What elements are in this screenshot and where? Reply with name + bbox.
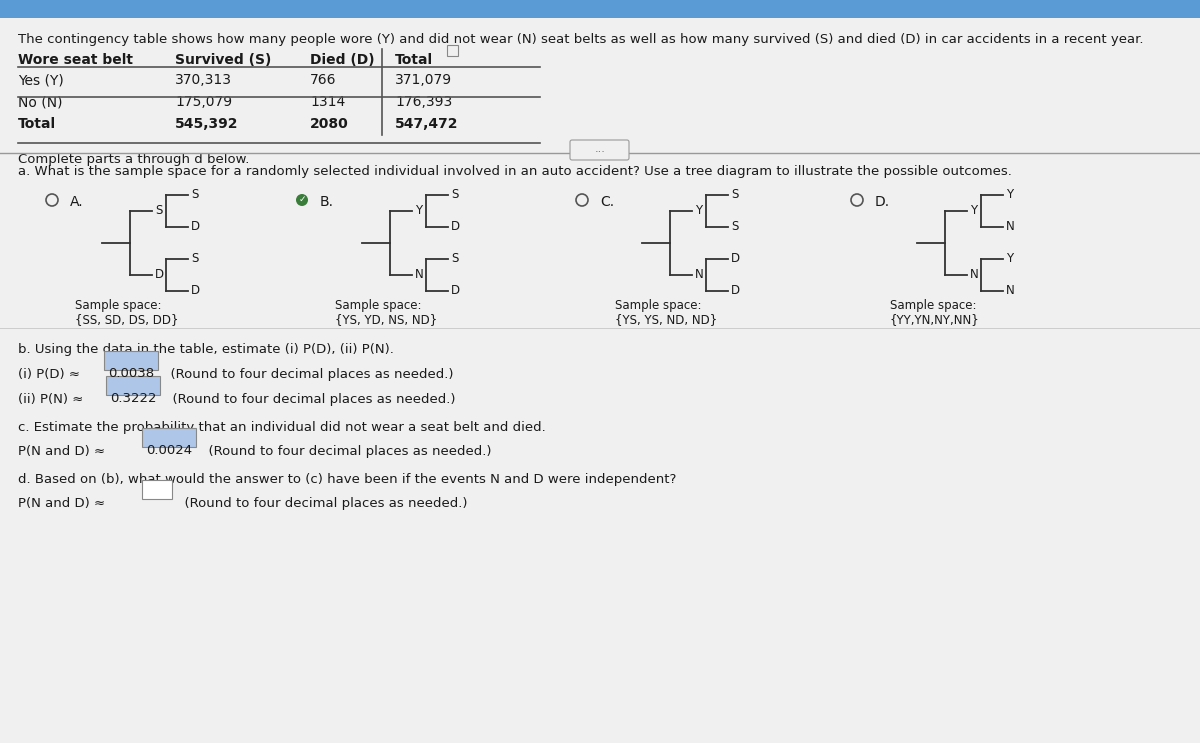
Text: P(N and D) ≈: P(N and D) ≈ [18, 497, 109, 510]
Text: Wore seat belt: Wore seat belt [18, 53, 133, 67]
Text: S: S [451, 253, 458, 265]
Bar [0, 0, 1200, 18]
Text: c. Estimate the probability that an individual did not wear a seat belt and died: c. Estimate the probability that an indi… [18, 421, 546, 434]
Text: 2080: 2080 [310, 117, 349, 131]
Text: D: D [731, 253, 740, 265]
Text: 0.0024: 0.0024 [146, 444, 192, 457]
Text: Y: Y [695, 204, 702, 218]
Text: Total: Total [18, 117, 56, 131]
Text: {SS, SD, DS, DD}: {SS, SD, DS, DD} [74, 313, 179, 326]
Text: Y: Y [970, 204, 977, 218]
Text: N: N [695, 268, 703, 282]
FancyBboxPatch shape [446, 45, 457, 56]
Text: Y: Y [415, 204, 422, 218]
Text: Complete parts a through d below.: Complete parts a through d below. [18, 153, 250, 166]
Text: Sample space:: Sample space: [616, 299, 702, 312]
Text: (Round to four decimal places as needed.): (Round to four decimal places as needed.… [162, 368, 454, 381]
Text: D: D [731, 285, 740, 297]
Text: N: N [970, 268, 979, 282]
Text: No (N): No (N) [18, 95, 62, 109]
Text: Y: Y [1006, 253, 1013, 265]
Text: ...: ... [594, 144, 606, 154]
Text: N: N [1006, 285, 1015, 297]
Circle shape [296, 194, 308, 206]
Text: (i) P(D) ≈: (i) P(D) ≈ [18, 368, 84, 381]
Text: 176,393: 176,393 [395, 95, 452, 109]
Text: Sample space:: Sample space: [74, 299, 162, 312]
FancyBboxPatch shape [104, 351, 158, 370]
Text: A.: A. [70, 195, 84, 209]
Text: (ii) P(N) ≈: (ii) P(N) ≈ [18, 393, 88, 406]
FancyBboxPatch shape [106, 376, 160, 395]
Text: N: N [415, 268, 424, 282]
Text: ✓: ✓ [299, 195, 306, 204]
Text: (Round to four decimal places as needed.): (Round to four decimal places as needed.… [164, 393, 456, 406]
Text: The contingency table shows how many people wore (Y) and did not wear (N) seat b: The contingency table shows how many peo… [18, 33, 1144, 46]
Text: D: D [155, 268, 164, 282]
Text: b. Using the data in the table, estimate (i) P(D), (ii) P(N).: b. Using the data in the table, estimate… [18, 343, 394, 356]
Text: (Round to four decimal places as needed.): (Round to four decimal places as needed.… [176, 497, 468, 510]
Text: 1314: 1314 [310, 95, 346, 109]
Text: Died (D): Died (D) [310, 53, 374, 67]
Text: 0.3222: 0.3222 [109, 392, 156, 405]
Text: D.: D. [875, 195, 890, 209]
Text: D: D [451, 285, 460, 297]
FancyBboxPatch shape [142, 428, 196, 447]
Text: C.: C. [600, 195, 614, 209]
Text: S: S [731, 221, 738, 233]
Text: d. Based on (b), what would the answer to (c) have been if the events N and D we: d. Based on (b), what would the answer t… [18, 473, 677, 486]
FancyBboxPatch shape [570, 140, 629, 160]
Text: Yes (Y): Yes (Y) [18, 73, 64, 87]
Text: Total: Total [395, 53, 433, 67]
Text: S: S [191, 189, 198, 201]
Text: 371,079: 371,079 [395, 73, 452, 87]
Text: Survived (S): Survived (S) [175, 53, 271, 67]
Text: {YS, YS, ND, ND}: {YS, YS, ND, ND} [616, 313, 718, 326]
Text: {YY,YN,NY,NN}: {YY,YN,NY,NN} [890, 313, 979, 326]
Text: Y: Y [1006, 189, 1013, 201]
Text: Sample space:: Sample space: [890, 299, 977, 312]
Text: 545,392: 545,392 [175, 117, 239, 131]
Text: Sample space:: Sample space: [335, 299, 421, 312]
Text: 0.0038: 0.0038 [108, 367, 154, 380]
Text: D: D [191, 285, 200, 297]
Text: S: S [191, 253, 198, 265]
Text: N: N [1006, 221, 1015, 233]
Text: 175,079: 175,079 [175, 95, 232, 109]
Text: D: D [191, 221, 200, 233]
Text: S: S [731, 189, 738, 201]
Text: B.: B. [320, 195, 334, 209]
Text: 370,313: 370,313 [175, 73, 232, 87]
Text: (Round to four decimal places as needed.): (Round to four decimal places as needed.… [200, 445, 492, 458]
Text: S: S [155, 204, 162, 218]
FancyBboxPatch shape [142, 480, 172, 499]
Text: 766: 766 [310, 73, 336, 87]
Text: {YS, YD, NS, ND}: {YS, YD, NS, ND} [335, 313, 437, 326]
Text: S: S [451, 189, 458, 201]
Text: 547,472: 547,472 [395, 117, 458, 131]
Text: D: D [451, 221, 460, 233]
Text: P(N and D) ≈: P(N and D) ≈ [18, 445, 109, 458]
Text: a. What is the sample space for a randomly selected individual involved in an au: a. What is the sample space for a random… [18, 165, 1012, 178]
